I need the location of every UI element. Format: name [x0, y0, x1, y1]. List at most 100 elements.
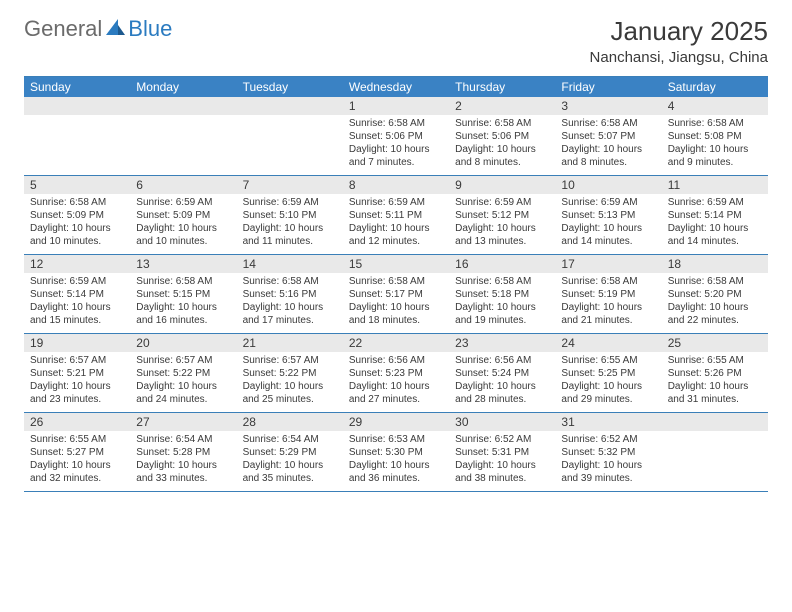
logo-triangle-icon: [106, 19, 126, 40]
day-number: 10: [555, 176, 661, 194]
day-header: Wednesday: [343, 77, 449, 97]
daylight-text: Daylight: 10 hours and 18 minutes.: [349, 301, 443, 327]
sunset-text: Sunset: 5:27 PM: [30, 446, 124, 459]
sunset-text: Sunset: 5:07 PM: [561, 130, 655, 143]
sunset-text: Sunset: 5:13 PM: [561, 209, 655, 222]
sunset-text: Sunset: 5:24 PM: [455, 367, 549, 380]
day-cell: 19Sunrise: 6:57 AMSunset: 5:21 PMDayligh…: [24, 334, 130, 412]
day-number: 17: [555, 255, 661, 273]
header: General Blue January 2025 Nanchansi, Jia…: [0, 0, 792, 70]
sunset-text: Sunset: 5:16 PM: [243, 288, 337, 301]
sunset-text: Sunset: 5:18 PM: [455, 288, 549, 301]
day-number: 5: [24, 176, 130, 194]
day-cell: 16Sunrise: 6:58 AMSunset: 5:18 PMDayligh…: [449, 255, 555, 333]
sunset-text: Sunset: 5:19 PM: [561, 288, 655, 301]
daylight-text: Daylight: 10 hours and 36 minutes.: [349, 459, 443, 485]
day-info: Sunrise: 6:53 AMSunset: 5:30 PMDaylight:…: [343, 431, 449, 485]
sunset-text: Sunset: 5:26 PM: [668, 367, 762, 380]
day-cell: 13Sunrise: 6:58 AMSunset: 5:15 PMDayligh…: [130, 255, 236, 333]
week-row: 26Sunrise: 6:55 AMSunset: 5:27 PMDayligh…: [24, 413, 768, 492]
day-cell: 6Sunrise: 6:59 AMSunset: 5:09 PMDaylight…: [130, 176, 236, 254]
day-number: 29: [343, 413, 449, 431]
daylight-text: Daylight: 10 hours and 23 minutes.: [30, 380, 124, 406]
week-row: 19Sunrise: 6:57 AMSunset: 5:21 PMDayligh…: [24, 334, 768, 413]
location: Nanchansi, Jiangsu, China: [590, 49, 768, 66]
day-info: Sunrise: 6:59 AMSunset: 5:09 PMDaylight:…: [130, 194, 236, 248]
day-header: Sunday: [24, 77, 130, 97]
day-cell: 9Sunrise: 6:59 AMSunset: 5:12 PMDaylight…: [449, 176, 555, 254]
day-cell: [24, 97, 130, 175]
day-cell: [237, 97, 343, 175]
daylight-text: Daylight: 10 hours and 10 minutes.: [30, 222, 124, 248]
day-number: 18: [662, 255, 768, 273]
day-number: 8: [343, 176, 449, 194]
daylight-text: Daylight: 10 hours and 14 minutes.: [561, 222, 655, 248]
sunset-text: Sunset: 5:20 PM: [668, 288, 762, 301]
day-info: Sunrise: 6:57 AMSunset: 5:21 PMDaylight:…: [24, 352, 130, 406]
daylight-text: Daylight: 10 hours and 27 minutes.: [349, 380, 443, 406]
day-cell: 30Sunrise: 6:52 AMSunset: 5:31 PMDayligh…: [449, 413, 555, 491]
day-header: Tuesday: [237, 77, 343, 97]
calendar: Sunday Monday Tuesday Wednesday Thursday…: [24, 76, 768, 492]
day-info: Sunrise: 6:59 AMSunset: 5:11 PMDaylight:…: [343, 194, 449, 248]
daylight-text: Daylight: 10 hours and 19 minutes.: [455, 301, 549, 327]
day-info: Sunrise: 6:58 AMSunset: 5:07 PMDaylight:…: [555, 115, 661, 169]
sunset-text: Sunset: 5:31 PM: [455, 446, 549, 459]
sunset-text: Sunset: 5:21 PM: [30, 367, 124, 380]
day-cell: 3Sunrise: 6:58 AMSunset: 5:07 PMDaylight…: [555, 97, 661, 175]
day-number: 12: [24, 255, 130, 273]
day-header: Thursday: [449, 77, 555, 97]
daylight-text: Daylight: 10 hours and 39 minutes.: [561, 459, 655, 485]
sunset-text: Sunset: 5:09 PM: [30, 209, 124, 222]
day-header-row: Sunday Monday Tuesday Wednesday Thursday…: [24, 77, 768, 97]
day-info: Sunrise: 6:59 AMSunset: 5:13 PMDaylight:…: [555, 194, 661, 248]
sunset-text: Sunset: 5:17 PM: [349, 288, 443, 301]
day-cell: [130, 97, 236, 175]
daylight-text: Daylight: 10 hours and 7 minutes.: [349, 143, 443, 169]
day-info: Sunrise: 6:58 AMSunset: 5:20 PMDaylight:…: [662, 273, 768, 327]
sunrise-text: Sunrise: 6:58 AM: [668, 275, 762, 288]
day-info: Sunrise: 6:58 AMSunset: 5:19 PMDaylight:…: [555, 273, 661, 327]
day-cell: 23Sunrise: 6:56 AMSunset: 5:24 PMDayligh…: [449, 334, 555, 412]
sunrise-text: Sunrise: 6:58 AM: [455, 275, 549, 288]
day-number: 14: [237, 255, 343, 273]
day-cell: 12Sunrise: 6:59 AMSunset: 5:14 PMDayligh…: [24, 255, 130, 333]
sunrise-text: Sunrise: 6:59 AM: [349, 196, 443, 209]
month-title: January 2025: [590, 16, 768, 47]
sunrise-text: Sunrise: 6:54 AM: [243, 433, 337, 446]
sunrise-text: Sunrise: 6:59 AM: [455, 196, 549, 209]
day-number: 4: [662, 97, 768, 115]
day-info: Sunrise: 6:56 AMSunset: 5:23 PMDaylight:…: [343, 352, 449, 406]
day-info: Sunrise: 6:58 AMSunset: 5:15 PMDaylight:…: [130, 273, 236, 327]
sunrise-text: Sunrise: 6:58 AM: [349, 275, 443, 288]
day-header: Saturday: [662, 77, 768, 97]
day-cell: 17Sunrise: 6:58 AMSunset: 5:19 PMDayligh…: [555, 255, 661, 333]
day-number: 1: [343, 97, 449, 115]
day-number: 13: [130, 255, 236, 273]
logo-text-blue: Blue: [128, 16, 172, 42]
day-info: Sunrise: 6:58 AMSunset: 5:17 PMDaylight:…: [343, 273, 449, 327]
sunset-text: Sunset: 5:15 PM: [136, 288, 230, 301]
sunrise-text: Sunrise: 6:59 AM: [243, 196, 337, 209]
sunrise-text: Sunrise: 6:56 AM: [349, 354, 443, 367]
sunrise-text: Sunrise: 6:55 AM: [30, 433, 124, 446]
day-number: 3: [555, 97, 661, 115]
sunset-text: Sunset: 5:14 PM: [30, 288, 124, 301]
day-info: Sunrise: 6:58 AMSunset: 5:06 PMDaylight:…: [343, 115, 449, 169]
sunset-text: Sunset: 5:30 PM: [349, 446, 443, 459]
sunrise-text: Sunrise: 6:55 AM: [561, 354, 655, 367]
day-cell: 25Sunrise: 6:55 AMSunset: 5:26 PMDayligh…: [662, 334, 768, 412]
day-cell: [662, 413, 768, 491]
sunset-text: Sunset: 5:10 PM: [243, 209, 337, 222]
day-cell: 26Sunrise: 6:55 AMSunset: 5:27 PMDayligh…: [24, 413, 130, 491]
logo-text-general: General: [24, 16, 102, 42]
day-cell: 5Sunrise: 6:58 AMSunset: 5:09 PMDaylight…: [24, 176, 130, 254]
daylight-text: Daylight: 10 hours and 25 minutes.: [243, 380, 337, 406]
sunset-text: Sunset: 5:09 PM: [136, 209, 230, 222]
day-cell: 27Sunrise: 6:54 AMSunset: 5:28 PMDayligh…: [130, 413, 236, 491]
daylight-text: Daylight: 10 hours and 11 minutes.: [243, 222, 337, 248]
daylight-text: Daylight: 10 hours and 10 minutes.: [136, 222, 230, 248]
day-number: 20: [130, 334, 236, 352]
sunset-text: Sunset: 5:06 PM: [455, 130, 549, 143]
day-number: 19: [24, 334, 130, 352]
